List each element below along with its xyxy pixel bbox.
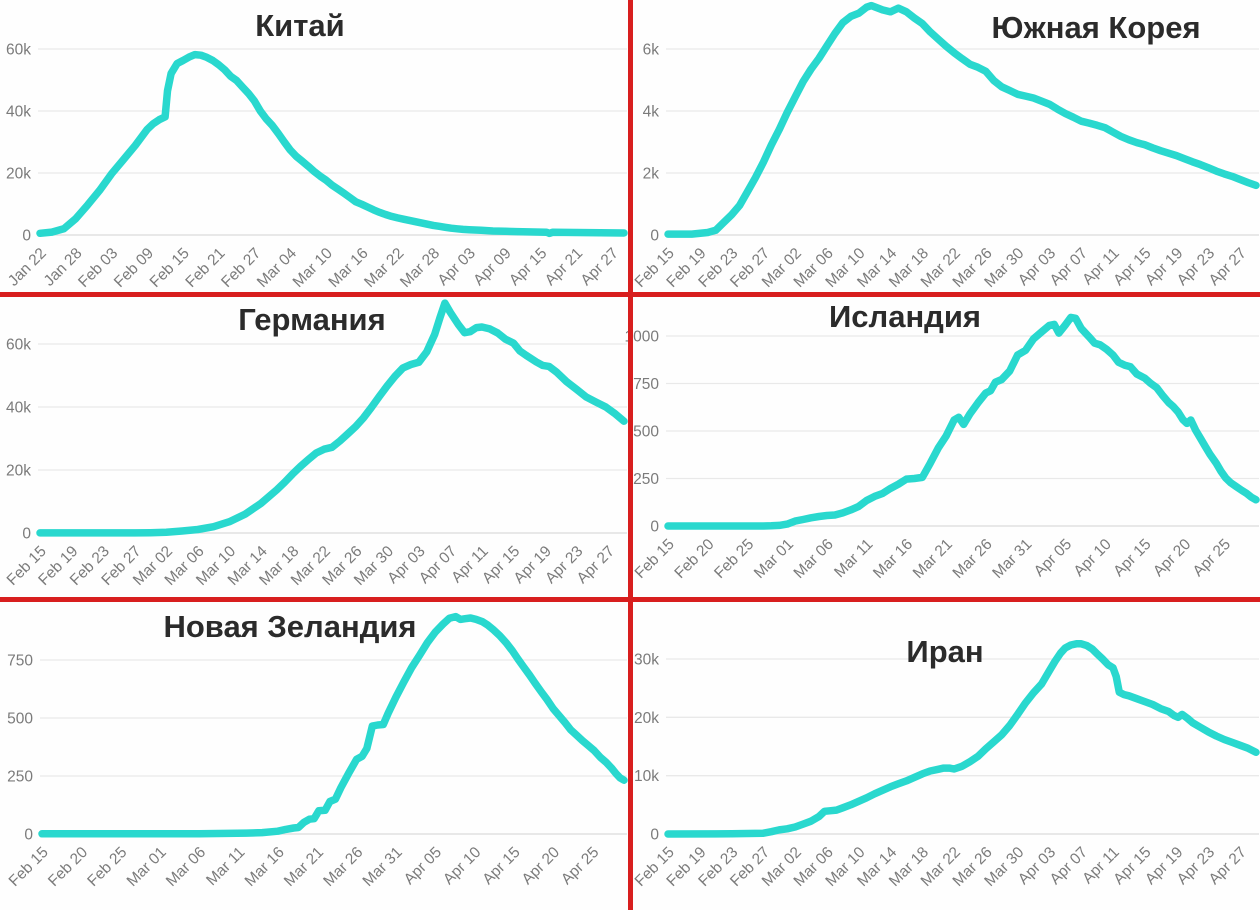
- y-tick-label: 500: [7, 711, 33, 728]
- x-tick-label: Mar 26: [950, 536, 996, 582]
- x-tick-label: Mar 21: [910, 536, 956, 582]
- y-tick-label: 30k: [634, 652, 659, 669]
- x-tick-label: Feb 25: [711, 536, 757, 582]
- data-line-active-cases: [664, 313, 1260, 530]
- chart-title-iceland: Исландия: [829, 299, 981, 334]
- x-tick-label: Apr 20: [1150, 536, 1195, 581]
- x-tick-label: Apr 21: [542, 245, 586, 289]
- x-tick-label: Apr 15: [479, 844, 523, 888]
- x-tick-label: Feb 15: [147, 245, 193, 291]
- x-tick-label: Mar 01: [751, 536, 797, 582]
- y-tick-label: 20k: [6, 166, 31, 183]
- x-tick-label: Feb 25: [84, 844, 130, 890]
- data-line-active-cases: [38, 612, 628, 838]
- data-line-active-cases: [664, 1, 1260, 238]
- x-tick-label: Mar 31: [360, 844, 406, 890]
- y-tick-label: 6k: [643, 42, 660, 59]
- chart-title-korea: Южная Корея: [991, 10, 1200, 45]
- x-tick-label: Apr 03: [435, 245, 479, 289]
- x-tick-label: Mar 11: [203, 844, 248, 889]
- y-tick-label: 1000: [625, 329, 660, 346]
- y-tick-label: 0: [650, 228, 659, 245]
- x-tick-label: Mar 31: [989, 536, 1035, 582]
- x-tick-label: Mar 16: [242, 844, 288, 890]
- y-tick-label: 0: [22, 228, 31, 245]
- x-tick-label: Feb 20: [45, 844, 91, 890]
- x-tick-label: Feb 15: [6, 844, 52, 890]
- y-tick-label: 0: [22, 526, 31, 543]
- x-tick-label: Mar 16: [325, 245, 371, 291]
- y-tick-label: 0: [24, 827, 33, 844]
- x-tick-label: Apr 15: [506, 245, 550, 289]
- x-tick-label: Mar 06: [791, 536, 837, 582]
- y-tick-label: 0: [650, 519, 659, 536]
- data-line-active-cases: [664, 640, 1260, 838]
- y-tick-label: 250: [633, 471, 659, 488]
- chart-title-germany: Германия: [238, 302, 385, 337]
- x-tick-label: Apr 10: [440, 844, 485, 889]
- x-tick-label: Feb 03: [75, 245, 121, 291]
- x-tick-label: Apr 09: [470, 245, 514, 289]
- x-tick-label: Mar 06: [163, 844, 209, 890]
- chart-title-nz: Новая Зеландия: [163, 609, 416, 644]
- x-tick-label: Feb 20: [671, 536, 717, 582]
- x-tick-label: Apr 20: [519, 844, 564, 889]
- horizontal-divider-top: [0, 292, 1260, 297]
- x-tick-label: Mar 22: [361, 245, 407, 291]
- y-tick-label: 250: [7, 769, 33, 786]
- y-tick-label: 0: [650, 827, 659, 844]
- y-tick-label: 2k: [643, 166, 660, 183]
- x-tick-label: Mar 26: [320, 844, 366, 890]
- y-tick-label: 750: [633, 376, 659, 393]
- x-tick-label: Feb 09: [111, 245, 157, 291]
- x-tick-label: Mar 01: [124, 844, 170, 890]
- x-tick-label: Apr 25: [1190, 536, 1234, 580]
- x-tick-label: Mar 28: [397, 245, 443, 291]
- x-tick-label: Apr 05: [401, 844, 445, 888]
- x-tick-label: Apr 10: [1071, 536, 1116, 581]
- x-tick-label: Apr 05: [1031, 536, 1075, 580]
- y-tick-label: 40k: [6, 400, 31, 417]
- y-tick-label: 750: [7, 653, 33, 670]
- x-tick-label: Mar 16: [870, 536, 916, 582]
- y-tick-label: 60k: [6, 337, 31, 354]
- chart-title-iran: Иран: [906, 634, 983, 669]
- y-tick-label: 10k: [634, 768, 659, 785]
- horizontal-divider-bottom: [0, 597, 1260, 602]
- y-tick-label: 40k: [6, 104, 31, 121]
- x-tick-label: Feb 27: [218, 245, 264, 291]
- x-tick-label: Mar 11: [831, 536, 876, 581]
- x-tick-label: Apr 25: [558, 844, 602, 888]
- data-line-active-cases: [36, 299, 628, 537]
- x-tick-label: Feb 21: [182, 245, 228, 291]
- x-tick-label: Jan 22: [5, 245, 50, 290]
- y-tick-label: 20k: [634, 710, 659, 727]
- x-tick-label: Mar 21: [281, 844, 327, 890]
- x-tick-label: Apr 15: [1110, 536, 1154, 580]
- chart-title-china: Китай: [255, 8, 344, 43]
- x-tick-label: Apr 27: [578, 245, 622, 289]
- vertical-divider: [628, 0, 633, 910]
- x-tick-label: Feb 15: [632, 536, 678, 582]
- y-tick-label: 4k: [643, 104, 660, 121]
- y-tick-label: 500: [633, 424, 659, 441]
- y-tick-label: 20k: [6, 463, 31, 480]
- data-line-active-cases: [36, 50, 628, 238]
- y-tick-label: 60k: [6, 42, 31, 59]
